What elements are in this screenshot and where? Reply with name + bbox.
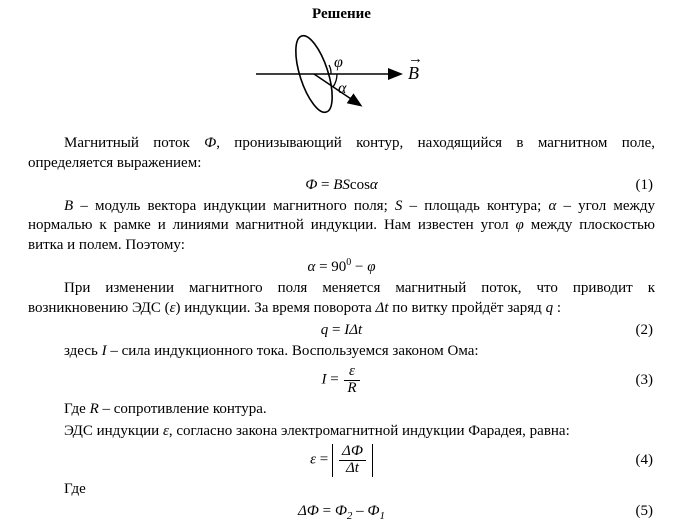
eq2-90: 90 [331, 259, 346, 275]
eq5-frac: ΔФΔt [339, 444, 366, 477]
p3-d: : [553, 300, 561, 316]
equation-alpha-row: α = 900 − φ [28, 259, 655, 276]
eq2-phi: φ [367, 259, 375, 275]
p5-a: Где [64, 401, 90, 417]
eq6-lhs: ΔФ [298, 503, 319, 519]
equation-alpha: α = 900 − φ [307, 259, 375, 276]
p6-b: , согласно закона электромагнитной индук… [169, 423, 570, 439]
eq5-number: (5) [636, 503, 656, 519]
page-root: Решение φ α → B Магнитный поток [0, 0, 683, 531]
eq2-minus: − [351, 259, 367, 275]
eq4-number: (4) [636, 452, 656, 468]
figure-wrap: φ α → B [28, 25, 655, 128]
eq1-bs: BS [333, 177, 350, 193]
equation-5: ΔФ = Ф2 – Ф1 [298, 503, 385, 520]
equation-3: I = εR [321, 364, 361, 397]
p3-c: по витку пройдёт заряд [389, 300, 546, 316]
sym-b: B [64, 198, 73, 214]
eq-spacer: (4) [373, 452, 655, 469]
eq5-abs: ΔФΔt [332, 444, 373, 477]
equation-2: q = IΔt [321, 322, 362, 339]
sym-phi: φ [516, 217, 524, 233]
alpha-label: α [338, 80, 347, 97]
eq5-den: Δt [339, 461, 366, 477]
equation-4: ε = ΔФΔt [310, 444, 373, 477]
p2-b: – площадь контура; [402, 198, 548, 214]
equation-4-row: ε = ΔФΔt (4) [28, 444, 655, 477]
p1-text-a: Магнитный поток [64, 135, 204, 151]
p6-a: ЭДС индукции [64, 423, 163, 439]
eq3-number: (3) [636, 372, 656, 388]
equation-3-row: I = εR (3) [28, 364, 655, 397]
eq-spacer: (3) [362, 372, 655, 389]
b-label: B [408, 63, 419, 83]
phi-arc [329, 65, 331, 74]
paragraph-flux-def: Магнитный поток Ф, пронизывающий контур,… [28, 134, 655, 174]
equation-5-row: ΔФ = Ф2 – Ф1 (5) [28, 503, 655, 520]
eq6-minus: – [352, 503, 367, 519]
eq6-phi1: Ф [367, 503, 379, 519]
eq5-num: ΔФ [339, 444, 366, 461]
loop-figure-svg: φ α → B [252, 25, 432, 123]
phi-label: φ [334, 54, 343, 71]
paragraph-where: Где [28, 480, 655, 500]
eq-spacer: (1) [378, 177, 655, 194]
alpha-arc [333, 74, 337, 87]
sym-r: R [90, 401, 99, 417]
eq2-eq: = [315, 259, 331, 275]
paragraph-symbols: B – модуль вектора индукции магнитного п… [28, 197, 655, 256]
equation-1-row: Ф = BScosα (1) [28, 177, 655, 194]
eq6-phi2: Ф [335, 503, 347, 519]
p3-b: ) индукции. За время поворота [175, 300, 375, 316]
eq1-phi: Ф [305, 177, 317, 193]
paragraph-emf: При изменении магнитного поля меняется м… [28, 279, 655, 319]
equation-1: Ф = BScosα [305, 177, 378, 194]
p2-a: – модуль вектора индукции магнитного пол… [73, 198, 395, 214]
phi-symbol: Ф [204, 135, 216, 151]
eq-spacer: (5) [385, 503, 655, 520]
eq3-dt: Δt [349, 322, 362, 338]
paragraph-r: Где R – сопротивление контура. [28, 400, 655, 420]
eq4-fraction: εR [344, 364, 359, 397]
eq4-eq: = [326, 372, 342, 388]
eq1-number: (1) [636, 177, 656, 193]
eq-spacer: (2) [362, 322, 655, 339]
eq4-num: ε [344, 364, 359, 381]
p4-a: здесь [64, 343, 102, 359]
p4-b: – сила индукционного тока. Воспользуемся… [107, 343, 479, 359]
p7-text: Где [64, 481, 86, 497]
eq3-eq: = [328, 322, 344, 338]
sym-dt: Δt [376, 300, 389, 316]
eq4-den: R [344, 381, 359, 397]
eq5-eq: = [316, 452, 332, 468]
eq1-alpha: α [370, 177, 378, 193]
sym-q: q [546, 300, 554, 316]
p5-b: – сопротивление контура. [99, 401, 267, 417]
eq1-cos: cos [350, 177, 370, 193]
paragraph-ohm: здесь I – сила индукционного тока. Воспо… [28, 342, 655, 362]
eq1-eq: = [317, 177, 333, 193]
equation-2-row: q = IΔt (2) [28, 322, 655, 339]
paragraph-faraday: ЭДС индукции ε, согласно закона электром… [28, 422, 655, 442]
eq2-number: (2) [636, 322, 656, 338]
eq6-eq: = [319, 503, 335, 519]
solution-title: Решение [28, 6, 655, 23]
